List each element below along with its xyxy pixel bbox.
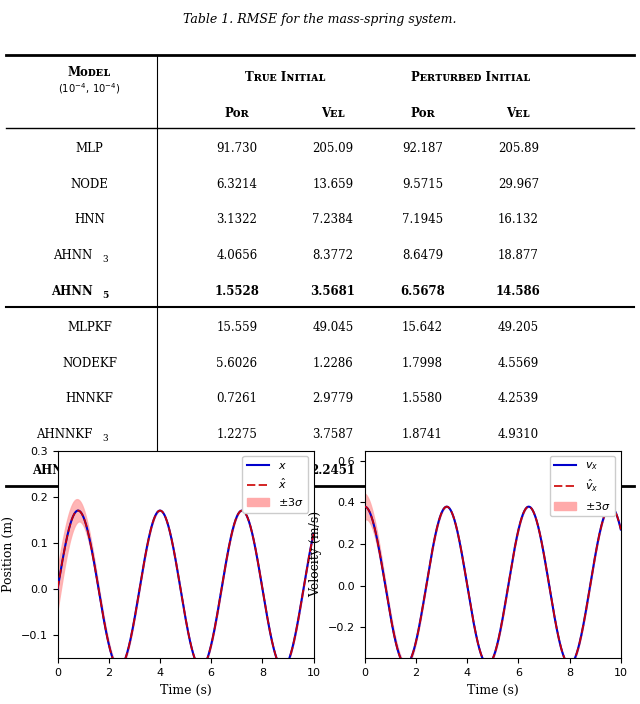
X-axis label: Time (s): Time (s) xyxy=(467,684,518,696)
Text: 9.5715: 9.5715 xyxy=(402,177,443,191)
Text: AHNNKF: AHNNKF xyxy=(33,464,93,477)
Text: 4.5569: 4.5569 xyxy=(498,357,539,370)
Text: 29.967: 29.967 xyxy=(498,177,539,191)
Text: Pᴏʀ: Pᴏʀ xyxy=(410,106,435,120)
Text: 1.5580: 1.5580 xyxy=(402,392,443,406)
Text: Pᴏʀ: Pᴏʀ xyxy=(225,106,249,120)
Text: Table 1. RMSE for the mass-spring system.: Table 1. RMSE for the mass-spring system… xyxy=(183,13,457,26)
Text: 3.7587: 3.7587 xyxy=(312,428,353,441)
Text: 18.877: 18.877 xyxy=(498,249,539,263)
Y-axis label: Velocity (m/s): Velocity (m/s) xyxy=(309,511,323,598)
Text: 15.559: 15.559 xyxy=(216,321,257,334)
X-axis label: Time (s): Time (s) xyxy=(160,684,211,696)
Text: AHNN: AHNN xyxy=(51,285,93,298)
Text: NODE: NODE xyxy=(70,177,109,191)
Text: 14.586: 14.586 xyxy=(496,285,541,298)
Text: 1.5528: 1.5528 xyxy=(214,285,259,298)
Text: 205.89: 205.89 xyxy=(498,142,539,155)
Legend: $x$, $\hat{x}$, $\pm 3\sigma$: $x$, $\hat{x}$, $\pm 3\sigma$ xyxy=(243,456,308,513)
Text: 1.8741: 1.8741 xyxy=(402,428,443,441)
Text: 3: 3 xyxy=(102,256,108,264)
Text: NODEKF: NODEKF xyxy=(62,357,117,370)
Text: 4.2539: 4.2539 xyxy=(498,392,539,406)
Text: 5.6026: 5.6026 xyxy=(216,357,257,370)
Text: MLP: MLP xyxy=(76,142,104,155)
Text: AHNN: AHNN xyxy=(54,249,93,263)
Text: 0.7261: 0.7261 xyxy=(216,392,257,406)
Text: Vᴇʟ: Vᴇʟ xyxy=(321,106,345,120)
Text: 7.1945: 7.1945 xyxy=(402,213,443,227)
Text: Pᴇʀᴛᴜʀʙᴇᴅ Iɴɪᴛɪᴀʟ: Pᴇʀᴛᴜʀʙᴇᴅ Iɴɪᴛɪᴀʟ xyxy=(411,70,530,84)
Text: 0.6596: 0.6596 xyxy=(214,464,259,477)
Text: Vᴇʟ: Vᴇʟ xyxy=(506,106,531,120)
Text: 49.205: 49.205 xyxy=(498,321,539,334)
Text: 6.5678: 6.5678 xyxy=(400,285,445,298)
Text: 8.3772: 8.3772 xyxy=(312,249,353,263)
Text: HNN: HNN xyxy=(74,213,105,227)
Text: 49.045: 49.045 xyxy=(312,321,353,334)
Text: MLPKF: MLPKF xyxy=(67,321,112,334)
Text: 1.2286: 1.2286 xyxy=(312,357,353,370)
Text: 91.730: 91.730 xyxy=(216,142,257,155)
Text: 7.2384: 7.2384 xyxy=(312,213,353,227)
Text: 3.5681: 3.5681 xyxy=(310,285,355,298)
Text: 8.6479: 8.6479 xyxy=(402,249,443,263)
Text: 5: 5 xyxy=(102,291,109,300)
Text: 6.3214: 6.3214 xyxy=(216,177,257,191)
Text: 15.642: 15.642 xyxy=(402,321,443,334)
Text: 4.9310: 4.9310 xyxy=(498,428,539,441)
Text: HNNKF: HNNKF xyxy=(66,392,113,406)
Text: 205.09: 205.09 xyxy=(312,142,353,155)
Y-axis label: Position (m): Position (m) xyxy=(3,517,15,592)
Text: 13.659: 13.659 xyxy=(312,177,353,191)
Text: 1.7998: 1.7998 xyxy=(402,357,443,370)
Text: Tʀᴜᴇ Iɴɪᴛɪᴀʟ: Tʀᴜᴇ Iɴɪᴛɪᴀʟ xyxy=(244,70,325,84)
Text: 1.2275: 1.2275 xyxy=(216,428,257,441)
Text: 5: 5 xyxy=(102,470,109,479)
Text: 3: 3 xyxy=(102,434,108,443)
Text: 2.9779: 2.9779 xyxy=(312,392,353,406)
Text: 2.2451: 2.2451 xyxy=(310,464,355,477)
Text: 16.132: 16.132 xyxy=(498,213,539,227)
Text: 3.1322: 3.1322 xyxy=(216,213,257,227)
Text: Mᴏᴅᴇʟ: Mᴏᴅᴇʟ xyxy=(68,66,111,80)
Text: 1.5166: 1.5166 xyxy=(400,464,445,477)
Text: 4.0656: 4.0656 xyxy=(216,249,257,263)
Text: 3.7685: 3.7685 xyxy=(496,464,541,477)
Text: $(10^{-4},\,10^{-4})$: $(10^{-4},\,10^{-4})$ xyxy=(58,81,121,96)
Legend: $v_x$, $\hat{v}_x$, $\pm 3\sigma$: $v_x$, $\hat{v}_x$, $\pm 3\sigma$ xyxy=(550,456,615,516)
Text: AHNNKF: AHNNKF xyxy=(36,428,93,441)
Text: 92.187: 92.187 xyxy=(402,142,443,155)
